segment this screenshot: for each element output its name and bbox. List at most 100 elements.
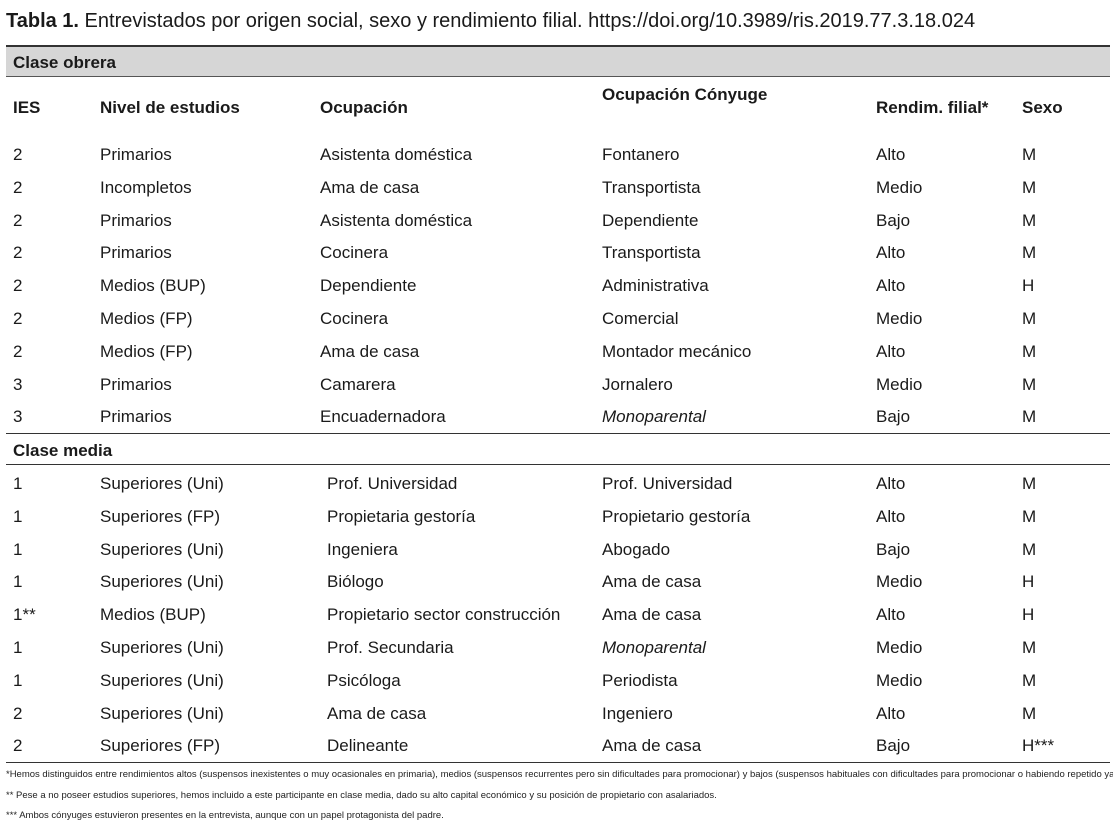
cell-nivel-estudios: Primarios [100, 210, 172, 230]
cell-sexo: M [1022, 309, 1037, 328]
cell-rendimiento: Bajo [876, 407, 911, 427]
cell-ocupacion-conyuge: Prof. Universidad [602, 474, 733, 493]
cell-sexo: M [1022, 638, 1037, 657]
cell-ocupacion-conyuge: Dependiente [602, 210, 699, 230]
table-row: 2 Medios (FP) Ama de casa Montador mecánico… [0, 342, 1113, 374]
cell-ies: 2 [13, 243, 23, 263]
cell-sexo: M [1022, 703, 1037, 723]
cell-sexo: H [1022, 605, 1035, 625]
cell-nivel-estudios: Superiores (Uni) [100, 539, 224, 559]
cell-ies: 2 [13, 309, 23, 328]
cell-ies: 1 [13, 474, 23, 493]
cell-sexo: M [1022, 474, 1037, 493]
cell-ocupacion-conyuge: Ama de casa [602, 605, 702, 625]
cell-rendimiento: Alto [876, 474, 906, 493]
cell-ies: 2 [13, 145, 23, 164]
table-row: 2 Incompletos Ama de casa Transportista Medi… [0, 178, 1113, 210]
cell-sexo: M [1022, 177, 1037, 197]
section-label: Clase obrera [13, 53, 116, 72]
table-row: 1 Superiores (Uni) Ingeniera Abogado Bajo M [0, 540, 1113, 572]
cell-rendimiento: Bajo [876, 210, 911, 230]
cell-rendimiento: Medio [876, 572, 923, 592]
cell-rendimiento: Alto [876, 341, 906, 361]
footnote-3: *** Ambos cónyuges estuvieron presentes … [6, 810, 444, 821]
cell-sexo: M [1022, 506, 1037, 526]
table-row: 3 Primarios Encuadernadora Monoparental Bajo… [0, 407, 1113, 439]
table-row: 2 Medios (BUP) Dependiente Administrativa Al… [0, 276, 1113, 308]
cell-nivel-estudios: Medios (FP) [100, 341, 193, 361]
table-row: 2 Superiores (Uni) Ama de casa Ingeniero Alt… [0, 704, 1113, 736]
cell-rendimiento: Medio [876, 670, 923, 690]
table-row: 1 Superiores (FP) Propietaria gestoría Prop… [0, 507, 1113, 539]
cell-ies: 2 [13, 177, 23, 197]
cell-rendimiento: Alto [876, 605, 906, 625]
cell-ocupacion: Asistenta doméstica [320, 145, 473, 164]
table-row: 2 Medios (FP) Cocinera Comercial Medio M [0, 309, 1113, 341]
cell-nivel-estudios: Superiores (Uni) [100, 703, 224, 723]
section-divider [6, 464, 1110, 465]
footnote-1: *Hemos distinguidos entre rendimientos a… [6, 769, 1113, 780]
cell-rendimiento: Alto [876, 703, 906, 723]
table-row: 1 Superiores (Uni) Prof. Secundaria Monopar… [0, 638, 1113, 670]
cell-rendimiento: Medio [876, 309, 923, 328]
section-divider [6, 433, 1110, 434]
cell-nivel-estudios: Incompletos [100, 177, 192, 197]
cell-ocupacion: Dependiente [320, 276, 417, 296]
cell-ies: 2 [13, 210, 23, 230]
cell-nivel-estudios: Medios (BUP) [100, 605, 206, 625]
cell-rendimiento: Alto [876, 243, 906, 263]
cell-sexo: H*** [1022, 736, 1055, 756]
table-row: 1 Superiores (Uni) Biólogo Ama de casa Medio… [0, 572, 1113, 604]
cell-ocupacion-conyuge: Propietario gestoría [602, 506, 751, 526]
cell-ocupacion: Biólogo [327, 572, 384, 592]
cell-sexo: M [1022, 145, 1037, 164]
cell-ies: 2 [13, 341, 23, 361]
cell-nivel-estudios: Primarios [100, 407, 172, 427]
cell-ies: 2 [13, 703, 23, 723]
cell-ies: 3 [13, 407, 23, 427]
cell-sexo: H [1022, 276, 1035, 296]
cell-ocupacion: Encuadernadora [320, 407, 446, 427]
cell-rendimiento: Bajo [876, 539, 911, 559]
table-label: Tabla 1. [6, 10, 79, 32]
section-header-clase-obrera: Clase obrera [6, 45, 1110, 77]
table-row: 2 Superiores (FP) Delineante Ama de casa Baj… [0, 736, 1113, 768]
cell-nivel-estudios: Superiores (Uni) [100, 572, 224, 592]
cell-ocupacion-conyuge: Monoparental [602, 638, 706, 657]
cell-rendimiento: Alto [876, 276, 906, 296]
cell-ies: 1 [13, 670, 23, 690]
cell-ies: 1 [13, 572, 23, 592]
cell-ocupacion-conyuge: Ingeniero [602, 703, 673, 723]
cell-nivel-estudios: Medios (BUP) [100, 276, 206, 296]
cell-ocupacion-conyuge: Montador mecánico [602, 341, 752, 361]
cell-ocupacion: Prof. Universidad [327, 474, 458, 493]
column-header-nivel-estudios: Nivel de estudios [100, 98, 240, 117]
cell-ocupacion-conyuge: Jornalero [602, 374, 673, 394]
column-header-ies: IES [13, 98, 41, 117]
cell-nivel-estudios: Primarios [100, 243, 172, 263]
table-row: 3 Primarios Camarera Jornalero Medio M [0, 375, 1113, 407]
cell-ocupacion-conyuge: Fontanero [602, 145, 680, 164]
cell-rendimiento: Medio [876, 638, 923, 657]
cell-ocupacion-conyuge: Comercial [602, 309, 679, 328]
cell-ocupacion-conyuge: Transportista [602, 177, 701, 197]
cell-nivel-estudios: Superiores (FP) [100, 506, 220, 526]
cell-nivel-estudios: Superiores (Uni) [100, 474, 224, 493]
table-row: 2 Primarios Asistenta doméstica Fontanero Al… [0, 145, 1113, 177]
cell-nivel-estudios: Primarios [100, 374, 172, 394]
cell-sexo: M [1022, 374, 1037, 394]
cell-nivel-estudios: Superiores (Uni) [100, 670, 224, 690]
cell-sexo: M [1022, 539, 1037, 559]
cell-ocupacion-conyuge: Administrativa [602, 276, 709, 296]
cell-ies: 1 [13, 539, 23, 559]
column-header-ocupacion-conyuge: Ocupación Cónyuge [602, 85, 768, 104]
table-row: 1 Superiores (Uni) Prof. Universidad Prof. … [0, 474, 1113, 506]
cell-ocupacion: Propietario sector construcción [327, 605, 561, 625]
cell-rendimiento: Bajo [876, 736, 911, 756]
cell-ocupacion: Ama de casa [320, 341, 420, 361]
cell-ocupacion: Camarera [320, 374, 396, 394]
cell-ocupacion-conyuge: Ama de casa [602, 572, 702, 592]
cell-rendimiento: Medio [876, 374, 923, 394]
cell-nivel-estudios: Superiores (Uni) [100, 638, 224, 657]
cell-sexo: M [1022, 341, 1037, 361]
